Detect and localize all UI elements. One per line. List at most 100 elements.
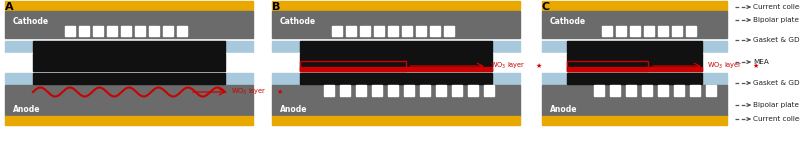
Bar — [706, 85, 716, 96]
Text: WO$_3$ layer: WO$_3$ layer — [231, 87, 266, 97]
Bar — [5, 85, 253, 116]
Text: Current collector: Current collector — [753, 4, 800, 10]
Bar — [79, 26, 89, 36]
Bar — [300, 67, 492, 71]
Bar — [388, 26, 398, 36]
Bar — [5, 41, 253, 52]
Bar — [33, 41, 225, 52]
Text: ★: ★ — [277, 89, 283, 95]
Bar — [163, 26, 173, 36]
Bar — [644, 26, 654, 36]
Bar — [272, 73, 520, 84]
Text: Anode: Anode — [550, 104, 578, 114]
Bar — [360, 26, 370, 36]
Bar — [416, 26, 426, 36]
Text: WO$_3$ layer: WO$_3$ layer — [707, 61, 742, 71]
Bar — [430, 26, 440, 36]
Bar — [630, 26, 640, 36]
Text: Gasket & GDL: Gasket & GDL — [753, 37, 800, 43]
Bar — [149, 26, 159, 36]
Bar — [5, 53, 253, 71]
Text: Cathode: Cathode — [13, 17, 49, 27]
Bar — [542, 73, 727, 84]
Bar — [121, 26, 131, 36]
Text: MEA: MEA — [753, 59, 769, 65]
Bar — [672, 26, 682, 36]
Bar — [610, 85, 620, 96]
Bar — [658, 26, 668, 36]
Text: Cathode: Cathode — [550, 17, 586, 27]
Bar — [420, 85, 430, 96]
Bar — [626, 85, 636, 96]
Bar — [594, 85, 604, 96]
Bar — [372, 85, 382, 96]
Bar — [602, 26, 612, 36]
Bar — [404, 85, 414, 96]
Bar — [107, 26, 117, 36]
Bar — [324, 85, 334, 96]
Bar — [542, 116, 727, 125]
Bar — [567, 41, 702, 52]
Bar — [674, 85, 684, 96]
Bar — [346, 26, 356, 36]
Bar — [300, 53, 492, 71]
Bar — [356, 85, 366, 96]
Bar — [374, 26, 384, 36]
Bar — [5, 1, 253, 10]
Bar — [444, 26, 454, 36]
Bar — [388, 85, 398, 96]
Bar — [567, 73, 702, 84]
Bar — [135, 26, 145, 36]
Bar — [686, 26, 696, 36]
Bar — [65, 26, 75, 36]
Bar — [436, 85, 446, 96]
Bar — [5, 73, 253, 84]
Bar — [272, 41, 520, 52]
Bar — [33, 53, 225, 71]
Bar — [93, 26, 103, 36]
Text: B: B — [272, 2, 280, 12]
Text: Anode: Anode — [280, 104, 307, 114]
Text: ★: ★ — [536, 63, 542, 69]
Bar — [567, 61, 648, 71]
Text: ★: ★ — [753, 63, 759, 69]
Text: Anode: Anode — [13, 104, 41, 114]
Bar — [542, 53, 727, 71]
Bar — [272, 53, 520, 71]
Bar — [33, 73, 225, 84]
Bar — [452, 85, 462, 96]
Bar — [272, 1, 520, 10]
Bar — [300, 41, 492, 52]
Bar — [658, 85, 668, 96]
Bar — [177, 26, 187, 36]
Bar — [567, 53, 702, 71]
Bar — [272, 116, 520, 125]
Bar — [402, 26, 412, 36]
Bar — [468, 85, 478, 96]
Bar — [300, 61, 406, 71]
Bar — [642, 85, 652, 96]
Bar — [542, 85, 727, 116]
Bar — [542, 41, 727, 52]
Bar — [567, 67, 702, 71]
Bar — [5, 11, 253, 38]
Text: Cathode: Cathode — [280, 17, 316, 27]
Text: Bipolar plate: Bipolar plate — [753, 102, 799, 108]
Bar — [340, 85, 350, 96]
Text: C: C — [542, 2, 550, 12]
Bar — [484, 85, 494, 96]
Bar — [542, 1, 727, 10]
Bar — [690, 85, 700, 96]
Text: WO$_3$ layer: WO$_3$ layer — [490, 61, 526, 71]
Text: Current collector: Current collector — [753, 116, 800, 122]
Bar — [616, 26, 626, 36]
Bar — [332, 26, 342, 36]
Bar — [542, 11, 727, 38]
Bar — [300, 73, 492, 84]
Bar — [272, 11, 520, 38]
Text: Gasket & GDL: Gasket & GDL — [753, 80, 800, 86]
Bar — [5, 116, 253, 125]
Text: Bipolar plate: Bipolar plate — [753, 17, 799, 23]
Bar — [272, 85, 520, 116]
Text: A: A — [5, 2, 14, 12]
